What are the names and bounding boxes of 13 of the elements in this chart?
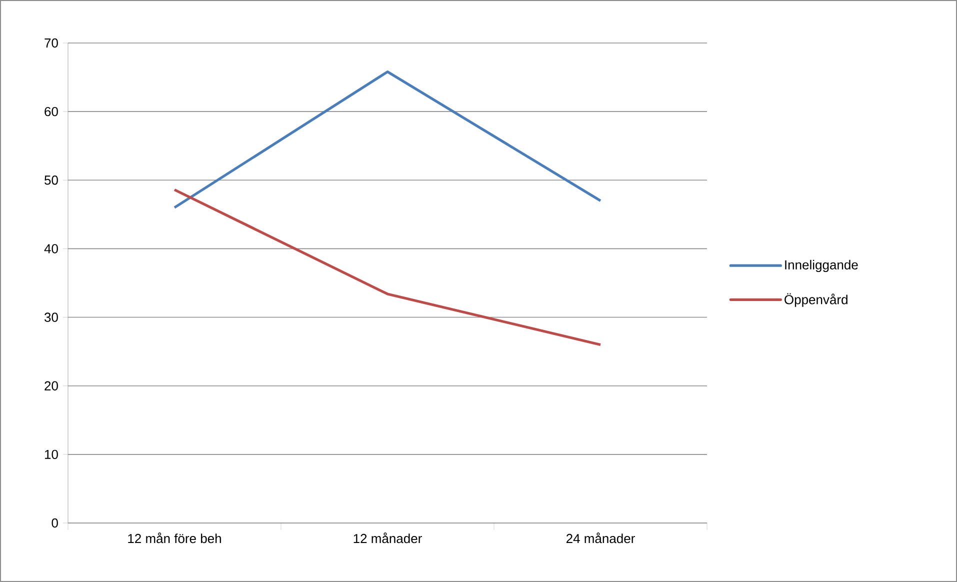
legend-label: Inneliggande [785,260,858,272]
legend-label: Öppenvård [784,293,848,307]
y-tick-label: 20 [44,381,58,390]
x-tick-label: 12 mån före beh [128,532,221,544]
x-tick-label: 12 månader [354,532,422,544]
y-tick-label: 10 [44,450,58,460]
x-tick-label: 24 månader [566,532,635,544]
y-tick-label: 30 [44,312,58,322]
y-tick-label: 60 [44,106,58,116]
y-tick-label: 40 [44,244,58,254]
y-tick-label: 0 [52,518,58,528]
y-tick-label: 70 [44,38,58,48]
y-tick-label: 50 [44,176,58,185]
